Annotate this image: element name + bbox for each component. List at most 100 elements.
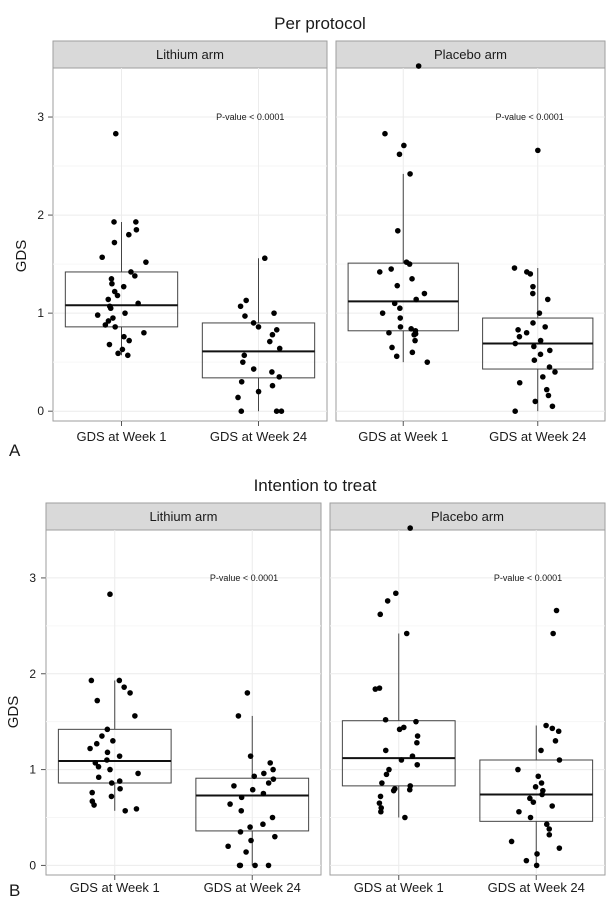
box-iqr: [64, 271, 179, 328]
data-point: [390, 787, 397, 794]
data-point: [270, 776, 277, 782]
y-tick-label: 3: [37, 110, 44, 124]
data-point: [110, 315, 116, 321]
data-point: [278, 408, 285, 414]
data-point: [238, 408, 245, 414]
data-point: [376, 269, 383, 275]
data-point: [94, 312, 101, 318]
data-point: [124, 352, 131, 359]
data-point: [414, 733, 421, 739]
data-point: [99, 733, 105, 739]
data-point: [106, 341, 113, 348]
data-point: [272, 833, 278, 840]
data-point: [538, 780, 545, 786]
figure-b-ylabel: GDS: [5, 696, 22, 729]
data-point: [255, 388, 262, 395]
data-point: [91, 802, 97, 808]
data-point: [397, 315, 404, 321]
plot-area: [52, 67, 328, 422]
data-point: [105, 296, 112, 303]
data-point: [104, 757, 110, 763]
data-point: [549, 403, 556, 410]
p-value-annotation: P-value < 0.0001: [216, 112, 284, 122]
data-point: [273, 408, 280, 414]
plot-area: [329, 529, 606, 876]
data-point: [132, 713, 138, 719]
data-point: [530, 283, 536, 290]
data-point: [396, 151, 403, 158]
data-point: [95, 774, 102, 781]
data-point: [266, 338, 273, 345]
data-point: [265, 862, 272, 869]
box-iqr: [347, 262, 459, 332]
data-point: [382, 130, 388, 137]
data-point: [411, 331, 417, 338]
facet-strip-label: Placebo arm: [434, 47, 507, 62]
data-point: [413, 296, 419, 303]
data-point: [261, 255, 268, 262]
data-point: [225, 843, 231, 850]
data-point: [376, 800, 383, 806]
data-point: [386, 766, 392, 773]
data-point: [394, 282, 401, 289]
data-point: [93, 740, 100, 747]
data-point: [396, 726, 403, 733]
data-point: [421, 290, 428, 297]
data-point: [516, 379, 523, 386]
data-point: [248, 837, 254, 844]
data-point: [241, 352, 248, 359]
data-point: [116, 778, 123, 784]
data-point: [110, 738, 116, 744]
data-point: [128, 269, 134, 275]
figure-b-title: Intention to treat: [254, 476, 377, 495]
data-point: [92, 760, 99, 766]
data-point: [252, 862, 258, 869]
data-point: [547, 347, 553, 354]
data-point: [89, 789, 95, 796]
data-point: [116, 753, 123, 759]
data-point: [122, 310, 128, 316]
data-point: [530, 799, 537, 805]
data-point: [389, 344, 395, 351]
data-point: [251, 773, 258, 780]
y-tick-label: 1: [37, 306, 44, 320]
data-point: [249, 786, 256, 793]
data-point: [261, 770, 267, 777]
data-point: [403, 630, 410, 637]
data-point: [265, 780, 272, 786]
data-point: [270, 766, 276, 773]
data-point: [372, 686, 379, 692]
data-point: [533, 862, 540, 869]
data-point: [549, 725, 556, 732]
data-point: [556, 757, 563, 763]
data-point: [126, 337, 132, 344]
x-tick-label: GDS at Week 24: [210, 429, 307, 444]
data-point: [512, 408, 518, 414]
y-tick-label: 2: [29, 667, 36, 681]
facet-strip: [335, 40, 606, 69]
chart-per-protocol: 0 1 2 3 Lithium arm P-value < 0.0001 GDS at We…: [37, 40, 606, 444]
data-point: [112, 130, 119, 137]
data-point: [391, 300, 398, 307]
data-point: [508, 838, 515, 845]
figure-a-letter: A: [9, 441, 21, 460]
data-point: [542, 324, 548, 330]
data-point: [397, 305, 403, 312]
data-point: [384, 598, 391, 604]
data-point: [516, 333, 523, 340]
x-tick-label: GDS at Week 1: [76, 429, 166, 444]
data-point: [406, 261, 413, 267]
data-point: [409, 349, 416, 356]
x-tick-label: GDS at Week 24: [488, 880, 585, 895]
data-point: [544, 296, 551, 303]
x-tick-label: GDS at Week 24: [204, 880, 301, 895]
data-point: [546, 364, 553, 370]
data-point: [109, 280, 115, 287]
data-point: [397, 324, 404, 330]
data-point: [238, 794, 245, 801]
data-point: [388, 266, 394, 272]
p-value-annotation: P-value < 0.0001: [496, 112, 564, 122]
data-point: [119, 346, 126, 353]
box-iqr: [341, 720, 456, 787]
data-point: [240, 359, 246, 365]
